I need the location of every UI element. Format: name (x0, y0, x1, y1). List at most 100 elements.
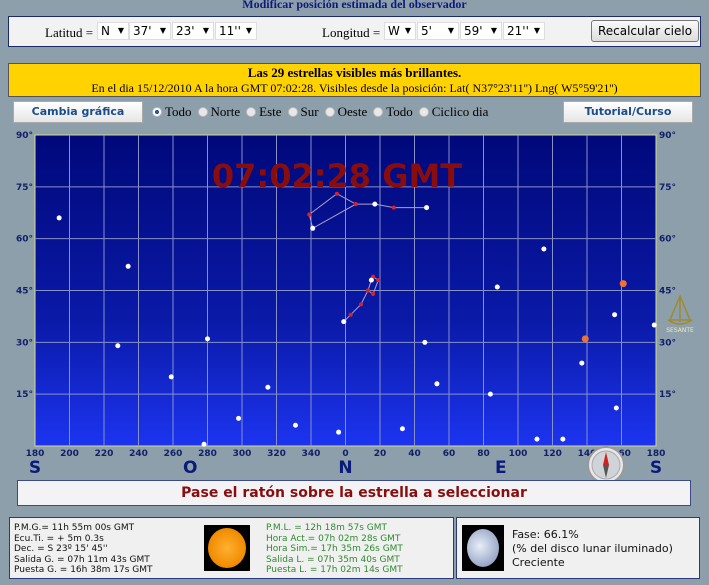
info-headline: Las 29 estrellas visibles más brillantes… (247, 65, 462, 80)
x-tick-label: 220 (95, 449, 114, 459)
equation-of-time-text: Ecu.Ti. = + 5m 0.3s (14, 533, 104, 544)
value: N (101, 24, 110, 38)
page-title: Modificar posición estimada del observad… (242, 0, 467, 11)
sunset-text: Puesta G. = 16h 38m 17s GMT (14, 565, 153, 575)
x-tick-label: 160 (612, 449, 631, 459)
cardinal-label: E (495, 458, 507, 478)
star (292, 422, 298, 428)
chevron-down-icon: ▼ (202, 26, 209, 35)
planet (619, 280, 627, 288)
y-tick-label-left: 15° (16, 390, 33, 400)
lng-deg-select[interactable]: 5' ▼ (417, 22, 459, 40)
x-tick-label: 340 (302, 449, 321, 459)
moon-icon (467, 529, 499, 567)
moon-info-panel: Fase: 66.1% (% del disco lunar iluminado… (456, 517, 700, 579)
radio-este[interactable]: Este (246, 104, 282, 120)
longitude-label: Longitud = (322, 25, 381, 40)
value: W (388, 24, 400, 38)
radio-ciclico-dia[interactable]: Ciclico dia (418, 104, 488, 120)
radio-label: Este (259, 104, 282, 119)
radio-label: Todo (386, 104, 413, 119)
x-tick-label: 120 (543, 449, 562, 459)
lat-sec-select[interactable]: 11'' ▼ (215, 22, 257, 40)
x-tick-label: 180 (26, 449, 45, 459)
star (579, 360, 585, 366)
lat-deg-select[interactable]: 37' ▼ (129, 22, 171, 40)
sky-chart[interactable]: 07:02:28 GMT 180 200 220 240 260 280 300 320 340… (0, 125, 709, 480)
x-tick-label: 300 (233, 449, 252, 459)
y-tick-label-right: 75° (659, 183, 676, 193)
sun-image (204, 525, 250, 571)
chevron-down-icon: ▼ (245, 26, 252, 35)
compass-icon[interactable] (587, 446, 625, 480)
y-tick-label-left: 60° (16, 235, 33, 245)
y-tick-label-right: 90° (659, 131, 676, 141)
x-tick-label: 20 (374, 449, 387, 459)
constellation-star (334, 191, 339, 196)
y-tick-label-right: 45° (659, 287, 676, 297)
chevron-down-icon: ▼ (117, 26, 124, 35)
info-banner: Las 29 estrellas visibles más brillantes… (8, 63, 701, 97)
constellation-line (355, 203, 427, 209)
radio-icon (197, 107, 208, 117)
radio-oeste[interactable]: Oeste (324, 104, 367, 120)
lat-min-select[interactable]: 23' ▼ (172, 22, 214, 40)
cardinal-label: S (650, 458, 662, 478)
value: 5' (421, 24, 432, 38)
radio-norte[interactable]: Norte (197, 104, 241, 120)
radio-todo-2[interactable]: Todo (373, 104, 413, 120)
constellation-star (391, 205, 396, 210)
radio-todo[interactable]: Todo (152, 104, 192, 120)
lng-min-select[interactable]: 59' ▼ (460, 22, 502, 40)
sun-data-right: P.M.L. = 12h 18m 57s GMT Hora Act.= 07h … (266, 523, 403, 576)
moon-image (462, 525, 504, 571)
local-sunset-text: Puesta L. = 17h 02m 14s GMT (266, 565, 403, 575)
radio-sur[interactable]: Sur (287, 104, 319, 120)
constellation-star (371, 274, 376, 279)
star (399, 426, 405, 432)
sim-time-text: Hora Sim.= 17h 35m 26s GMT (266, 544, 403, 554)
x-tick-label: 60 (443, 449, 456, 459)
star (487, 391, 493, 397)
time-overlay: 07:02:28 GMT (212, 157, 462, 195)
star (651, 322, 657, 328)
y-tick-label-right: 30° (659, 338, 676, 348)
chevron-down-icon: ▼ (159, 26, 166, 35)
moon-text: Fase: 66.1% (% del disco lunar iluminado… (512, 528, 673, 570)
y-tick-label-right: 15° (659, 390, 676, 400)
constellation-star (353, 202, 358, 207)
lng-hemisphere-select[interactable]: W ▼ (384, 22, 416, 40)
y-tick-label-left: 75° (16, 183, 33, 193)
x-tick-label: 280 (198, 449, 217, 459)
chevron-down-icon: ▼ (447, 26, 454, 35)
recalculate-button[interactable]: Recalcular cielo (591, 20, 699, 42)
star (560, 436, 566, 442)
cardinal-label: O (183, 458, 197, 478)
constellation-star (376, 278, 381, 283)
latitude-label: Latitud = (45, 25, 94, 40)
star (236, 415, 242, 421)
star (434, 381, 440, 387)
chevron-down-icon: ▼ (533, 26, 540, 35)
x-tick-label: 240 (129, 449, 148, 459)
star (372, 201, 378, 207)
change-chart-button[interactable]: Cambia gráfica (13, 101, 143, 123)
y-tick-label-left: 45° (16, 287, 33, 297)
cardinal-label: N (338, 458, 352, 478)
star (201, 441, 207, 447)
lat-hemisphere-select[interactable]: N ▼ (97, 22, 129, 40)
star (368, 277, 374, 283)
radio-label: Sur (300, 104, 319, 119)
radio-label: Norte (210, 104, 241, 119)
view-radio-group: Todo Norte Este Sur Oeste Todo Ciclico d… (152, 104, 488, 120)
tutorial-button[interactable]: Tutorial/Curso (563, 101, 693, 123)
star (612, 312, 618, 318)
sun-icon (208, 528, 246, 568)
lng-sec-select[interactable]: 21'' ▼ (503, 22, 545, 40)
declination-text: Dec. = S 23º 15' 45'' (14, 544, 108, 554)
constellation-star (365, 288, 370, 293)
x-tick-label: 0 (342, 449, 348, 459)
moon-phase: Fase: 66.1% (512, 528, 579, 541)
pmg-text: P.M.G.= 11h 55m 00s GMT (14, 523, 135, 533)
x-tick-label: 140 (578, 449, 597, 459)
